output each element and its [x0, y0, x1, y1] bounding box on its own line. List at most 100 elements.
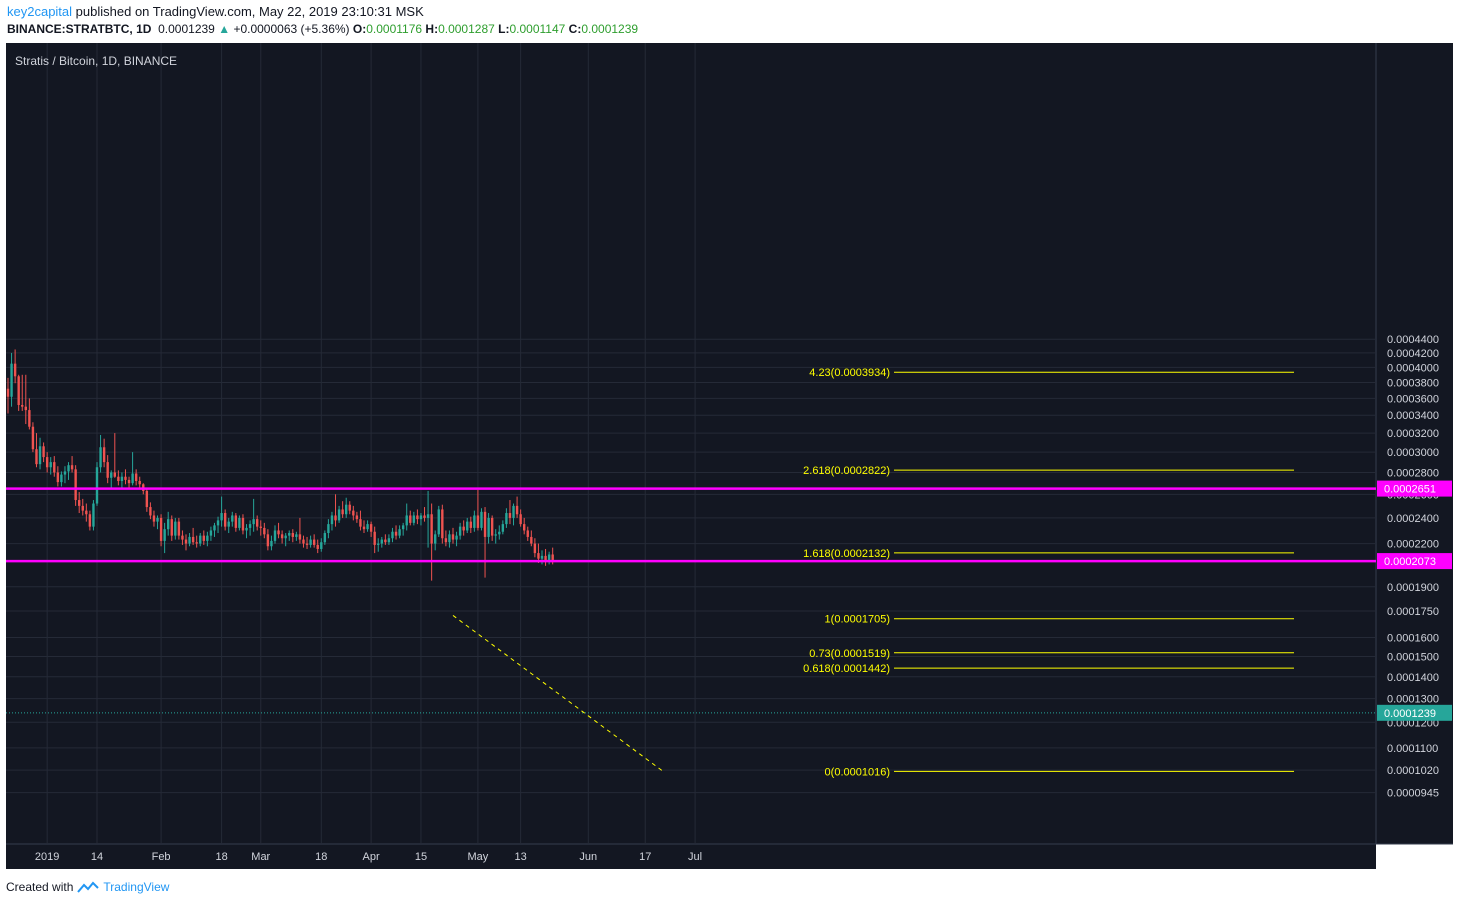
candle-body — [124, 476, 127, 480]
candle-body — [327, 524, 330, 534]
candle-body — [305, 543, 309, 545]
x-tick-label: 2019 — [35, 851, 59, 863]
candle-body — [487, 517, 490, 537]
candle-down — [298, 517, 302, 544]
candle-up — [95, 462, 99, 506]
candle-up — [494, 529, 497, 544]
candle-down — [31, 422, 35, 453]
price-chart[interactable]: 0.0004400 0.0004200 0.0004000 0.0003800 0.00… — [6, 43, 1453, 869]
candle-down — [6, 377, 10, 414]
candle-down — [316, 539, 319, 554]
candle-up — [245, 524, 248, 539]
candle-body — [316, 544, 319, 549]
candle-down — [533, 538, 537, 558]
candle-body — [448, 534, 451, 543]
candle-down — [138, 476, 141, 488]
candle-down — [280, 530, 284, 544]
candle-body — [298, 534, 302, 540]
candle-down — [170, 515, 173, 541]
fib-level-label: 0.73(0.0001519) — [809, 648, 890, 660]
candle-down — [312, 534, 316, 548]
y-tick-label: 0.0001500 — [1387, 651, 1439, 663]
candle-up — [174, 517, 177, 540]
author-link[interactable]: key2capital — [7, 4, 73, 19]
horizontal-level-tag — [1377, 553, 1452, 570]
candle-up — [67, 462, 70, 480]
high-value: 0.0001287 — [438, 22, 495, 36]
candle-body — [220, 513, 223, 521]
candle-body — [330, 515, 334, 525]
candle-body — [248, 524, 252, 528]
candle-up — [320, 538, 323, 552]
candle-body — [544, 555, 547, 561]
close-label: C: — [568, 22, 582, 36]
candle-up — [434, 530, 437, 551]
candle-down — [409, 510, 412, 526]
candle-down — [334, 494, 337, 527]
candle-body — [391, 531, 394, 539]
candle-down — [451, 527, 455, 544]
candle-body — [28, 410, 31, 427]
candle-body — [38, 446, 42, 465]
candle-body — [416, 515, 419, 520]
candle-body — [537, 553, 540, 559]
candle-up — [231, 511, 234, 527]
candle-body — [480, 511, 483, 528]
candle-body — [341, 509, 344, 515]
footer: Created with TradingView — [6, 880, 169, 894]
candle-down — [195, 535, 198, 548]
candle-body — [466, 521, 469, 531]
candle-body — [483, 511, 487, 537]
candle-body — [515, 505, 519, 515]
candle-down — [359, 510, 362, 531]
publish-info: key2capital published on TradingView.com… — [7, 4, 424, 19]
candle-body — [334, 515, 337, 521]
candle-body — [163, 529, 166, 541]
x-tick-label: May — [468, 851, 489, 863]
candle-down — [13, 349, 17, 384]
candle-down — [202, 530, 205, 545]
candle-down — [483, 507, 487, 578]
candle-body — [366, 524, 369, 530]
candle-body — [149, 507, 152, 516]
candle-down — [113, 433, 116, 478]
candle-body — [419, 515, 423, 520]
candle-body — [398, 529, 401, 536]
candle-body — [17, 376, 20, 406]
high-label: H: — [425, 22, 439, 36]
candle-body — [369, 524, 373, 532]
candle-up — [391, 527, 394, 543]
candle-body — [113, 472, 116, 477]
candle-body — [523, 524, 526, 531]
candle-body — [56, 472, 60, 483]
candle-body — [70, 465, 74, 470]
candle-up — [10, 352, 13, 407]
candle-body — [127, 479, 131, 484]
candle-body — [469, 521, 472, 528]
candle-up — [167, 511, 170, 536]
candle-down — [256, 515, 259, 531]
tradingview-link[interactable]: TradingView — [103, 880, 170, 894]
candle-body — [348, 504, 351, 511]
candle-down — [117, 470, 120, 486]
candle-down — [544, 548, 547, 566]
y-tick-label: 0.0002200 — [1387, 539, 1439, 551]
trendline[interactable] — [452, 615, 664, 772]
candle-up — [131, 452, 134, 486]
candle-body — [31, 426, 35, 450]
x-tick-label: 18 — [215, 851, 227, 863]
candle-down — [384, 534, 387, 545]
x-tick-label: Jul — [688, 851, 702, 863]
candle-down — [341, 501, 344, 518]
x-tick-label: 14 — [91, 851, 103, 863]
candle-down — [191, 527, 195, 545]
candle-up — [366, 520, 369, 532]
candle-up — [188, 533, 191, 547]
candle-body — [145, 490, 149, 508]
candle-down — [17, 374, 20, 411]
candle-body — [106, 462, 109, 478]
y-tick-label: 0.0001300 — [1387, 694, 1439, 706]
y-tick-label: 0.0001400 — [1387, 672, 1439, 684]
candle-body — [159, 517, 163, 541]
candle-down — [28, 398, 31, 430]
